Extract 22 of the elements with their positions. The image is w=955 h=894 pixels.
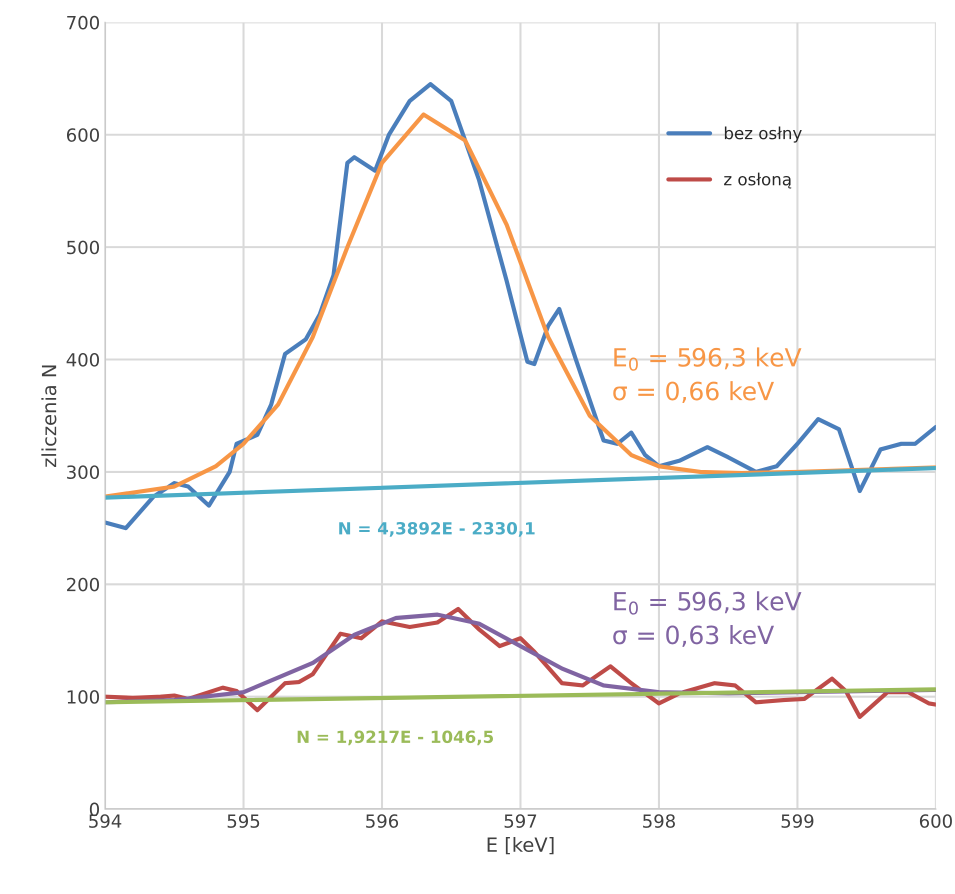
x-tick-label: 594: [89, 814, 122, 828]
y-axis-title: zliczenia N: [41, 366, 56, 467]
annotation: N = 1,9217E - 1046,5: [298, 730, 494, 746]
y-tick-label: 200: [67, 578, 99, 592]
y-tick-label: 500: [67, 240, 99, 254]
annotation: E$_{0}$ = 596,3 keV σ = 0,63 keV: [613, 591, 802, 647]
legend-label: bez osłny: [724, 126, 802, 143]
x-tick-label: 598: [643, 814, 675, 828]
y-tick-label: 400: [66, 352, 99, 367]
y-tick-label: 600: [66, 128, 99, 142]
legend-label: z osłoną: [724, 172, 792, 189]
annotation: N = 4,3892E - 2330,1: [339, 522, 535, 537]
x-tick-label: 600: [920, 814, 952, 828]
x-tick-label: 597: [504, 814, 536, 828]
y-tick-label: 700: [67, 16, 99, 30]
x-axis-title: E [keV]: [488, 836, 554, 854]
y-tick-label: 100: [68, 690, 99, 704]
y-tick-label: 300: [67, 465, 99, 480]
x-tick-label: 599: [782, 814, 814, 828]
x-tick-label: 596: [366, 814, 398, 828]
x-tick-label: 595: [228, 814, 260, 828]
annotation: E$_{0}$ = 596,3 keV σ = 0,66 keV: [613, 347, 802, 404]
